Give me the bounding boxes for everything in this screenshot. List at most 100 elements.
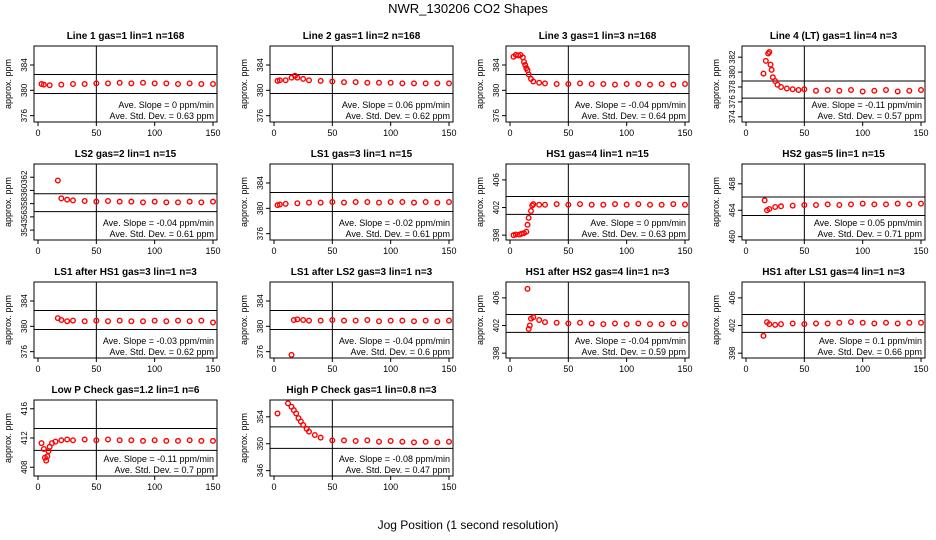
- slope-annotation: Ave. Slope = 0.1 ppm/min: [819, 336, 922, 346]
- x-tick-label: 100: [147, 364, 162, 374]
- x-tick-label: 0: [35, 128, 40, 138]
- x-tick-label: 150: [913, 246, 928, 256]
- std-dev-annotation: Ave. Std. Dev. = 0.61 ppm: [110, 229, 214, 239]
- data-point: [883, 319, 890, 326]
- data-point: [772, 203, 779, 210]
- x-tick-label: 0: [743, 246, 748, 256]
- data-point: [69, 80, 76, 87]
- panel-title: LS2 gas=2 lin=1 n=15: [75, 149, 177, 160]
- data-point: [434, 199, 441, 206]
- panel-6: LS1 gas=3 lin=1 n=15 0 50 100 150 376 380 384 ap…: [239, 149, 457, 256]
- data-point: [93, 317, 100, 324]
- y-tick-label: 384: [20, 58, 29, 72]
- std-dev-annotation: Ave. Std. Dev. = 0.62 ppm: [346, 111, 450, 121]
- data-point: [768, 66, 775, 73]
- y-axis-label: approx. ppm: [475, 59, 485, 109]
- data-point: [422, 80, 429, 87]
- data-point: [813, 320, 820, 327]
- data-point: [387, 317, 394, 324]
- plot-frame: [741, 281, 926, 359]
- data-point: [294, 74, 301, 81]
- data-point: [54, 177, 61, 184]
- y-tick-label: 464: [728, 203, 737, 217]
- x-tick-label: 0: [507, 246, 512, 256]
- data-point: [871, 201, 878, 208]
- data-point: [635, 320, 642, 327]
- data-point: [128, 437, 135, 444]
- x-tick-label: 150: [205, 128, 220, 138]
- y-axis-label: approx. ppm: [475, 295, 485, 345]
- data-point: [81, 80, 88, 87]
- y-tick-label: 416: [20, 402, 29, 416]
- data-point: [565, 320, 572, 327]
- data-point: [446, 317, 453, 324]
- data-point: [139, 199, 146, 206]
- data-point: [285, 400, 292, 407]
- data-point: [352, 317, 359, 324]
- std-dev-annotation: Ave. Std. Dev. = 0.66 ppm: [818, 347, 922, 357]
- data-point: [434, 318, 441, 325]
- y-tick-label: 380: [20, 319, 29, 333]
- plot-frame: [741, 45, 926, 123]
- panel-5: LS2 gas=2 lin=1 n=150 50 100 15035435635836…: [3, 149, 221, 256]
- data-point: [859, 319, 866, 326]
- y-tick-label: 376: [20, 108, 29, 122]
- data-point: [848, 201, 855, 208]
- plot-frame: [505, 45, 690, 123]
- std-dev-annotation: Ave. Std. Dev. = 0.47 ppm: [346, 465, 450, 475]
- data-point: [801, 201, 808, 208]
- data-point: [542, 201, 549, 208]
- slope-annotation: Ave. Slope = 0 ppm/min: [590, 218, 686, 228]
- data-point: [411, 439, 418, 446]
- slope-annotation: Ave. Slope = -0.08 ppm/min: [339, 454, 450, 464]
- y-tick-label: 360: [20, 183, 29, 197]
- x-tick-label: 150: [913, 364, 928, 374]
- data-point: [894, 200, 901, 207]
- data-point: [81, 198, 88, 205]
- data-point: [329, 437, 336, 444]
- x-tick-label: 50: [799, 128, 809, 138]
- data-point: [883, 201, 890, 208]
- slope-annotation: Ave. Slope = -0.04 ppm/min: [575, 100, 686, 110]
- data-point: [612, 81, 619, 88]
- data-point: [530, 314, 537, 321]
- data-point: [836, 201, 843, 208]
- plot-frame: [741, 163, 926, 241]
- data-point: [789, 202, 796, 209]
- panel-title: HS1 gas=4 lin=1 n=15: [546, 149, 649, 160]
- panel-title: HS1 after LS1 gas=4 lin=1 n=3: [762, 267, 905, 278]
- data-point: [766, 205, 773, 212]
- data-point: [364, 437, 371, 444]
- y-axis-label: approx. ppm: [475, 177, 485, 227]
- data-point: [128, 318, 135, 325]
- data-point: [139, 318, 146, 325]
- y-tick-label: 354: [256, 410, 265, 424]
- data-point: [918, 319, 925, 326]
- data-point: [288, 351, 295, 358]
- plot-frame: [269, 45, 454, 123]
- data-point: [434, 439, 441, 446]
- std-dev-annotation: Ave. Std. Dev. = 0.63 ppm: [110, 111, 214, 121]
- data-point: [376, 318, 383, 325]
- y-tick-label: 376: [256, 108, 265, 122]
- data-point: [93, 80, 100, 87]
- panel-10: LS1 after LS2 gas=3 lin=1 n=3 0 50 100 150 37…: [239, 267, 457, 374]
- x-tick-label: 50: [563, 246, 573, 256]
- data-point: [894, 320, 901, 327]
- data-point: [525, 71, 532, 78]
- x-tick-label: 50: [563, 128, 573, 138]
- data-point: [151, 437, 158, 444]
- data-point: [422, 438, 429, 445]
- data-point: [577, 201, 584, 208]
- data-point: [778, 203, 785, 210]
- slope-annotation: Ave. Slope = 0 ppm/min: [118, 100, 214, 110]
- data-point: [600, 321, 607, 328]
- y-tick-label: 398: [728, 346, 737, 360]
- y-tick-label: 380: [20, 83, 29, 97]
- data-point: [198, 80, 205, 87]
- y-tick-label: 376: [492, 108, 501, 122]
- data-point: [588, 320, 595, 327]
- x-tick-label: 150: [677, 128, 692, 138]
- plot-frame: [33, 281, 218, 359]
- data-point: [58, 437, 65, 444]
